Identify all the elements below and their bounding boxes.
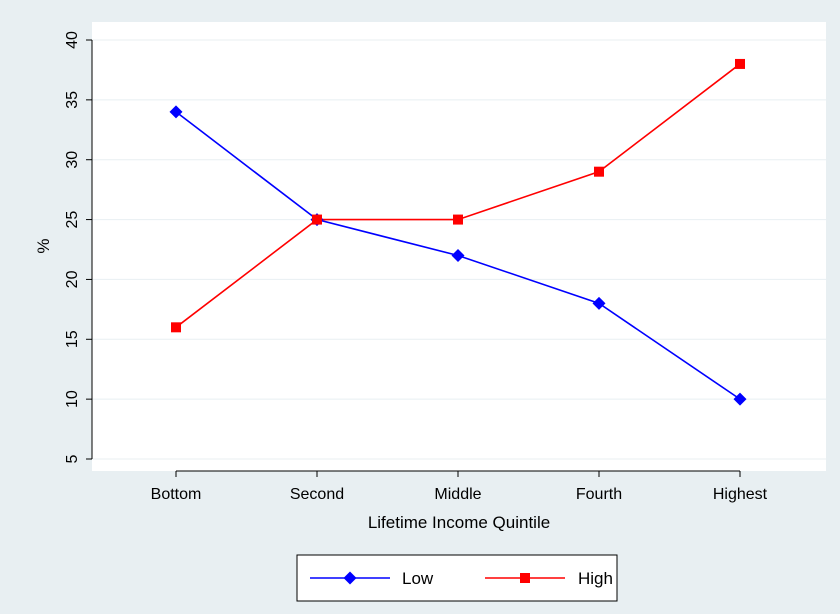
y-tick-label: 30 <box>64 151 81 169</box>
x-tick-label: Highest <box>713 486 768 503</box>
y-tick-label: 20 <box>64 270 81 288</box>
y-tick-label: 10 <box>64 390 81 408</box>
y-tick-label: 40 <box>64 31 81 49</box>
data-point-high <box>735 58 745 69</box>
data-point-high <box>171 322 181 333</box>
x-tick-label: Second <box>290 486 344 503</box>
legend-marker-high <box>520 573 530 583</box>
y-tick-label: 35 <box>64 91 81 109</box>
data-point-low <box>592 296 606 310</box>
legend: Low High <box>296 554 618 602</box>
legend-marker-low <box>343 571 357 585</box>
data-point-low <box>169 105 183 119</box>
y-axis: 5 10 15 20 25 30 35 40 <box>64 31 93 463</box>
data-point-low <box>733 392 747 406</box>
y-axis-title: % <box>34 238 53 253</box>
x-axis-title: Lifetime Income Quintile <box>368 513 550 532</box>
legend-label-low: Low <box>402 569 434 588</box>
legend-label-high: High <box>578 569 613 588</box>
x-axis: Bottom Second Middle Fourth Highest <box>151 470 768 503</box>
y-tick-label: 25 <box>64 211 81 229</box>
x-tick-label: Fourth <box>576 486 622 503</box>
data-point-high <box>594 166 604 177</box>
x-tick-label: Middle <box>434 486 481 503</box>
y-tick-label: 15 <box>64 330 81 348</box>
plot-area <box>92 22 826 471</box>
series-markers <box>169 58 747 406</box>
grid-lines <box>92 39 826 460</box>
data-point-high <box>453 214 463 225</box>
data-point-low <box>451 248 465 262</box>
x-tick-label: Bottom <box>151 486 202 503</box>
data-point-high <box>312 214 322 225</box>
legend-items: Low High <box>310 569 613 588</box>
y-tick-label: 5 <box>64 454 81 463</box>
